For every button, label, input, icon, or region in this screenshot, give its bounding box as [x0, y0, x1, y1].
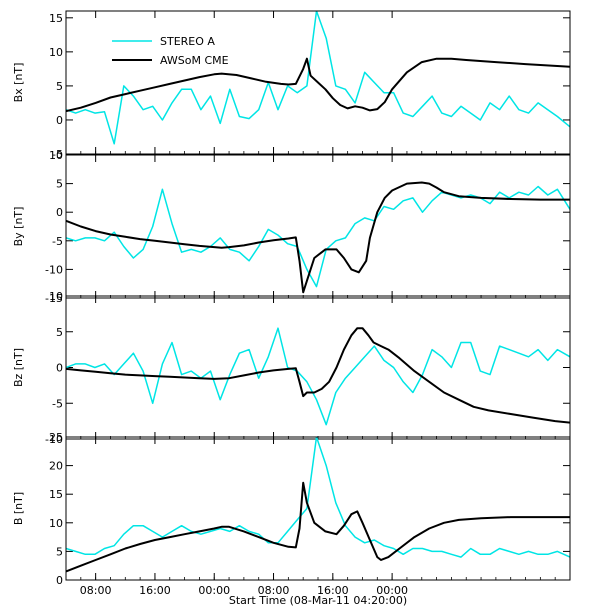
y-tick-label: 20	[49, 460, 63, 473]
plot-frame	[65, 10, 571, 155]
y-tick-label: -5	[52, 148, 63, 161]
legend-label-awsom-cme: AWSoM CME	[160, 54, 229, 67]
y-tick-label: -10	[45, 263, 63, 276]
y-tick-label: -5	[52, 235, 63, 248]
y-tick-label: 0	[56, 114, 63, 127]
x-tick-label: 08:00	[80, 584, 112, 597]
y-tick-label: 10	[49, 46, 63, 59]
panel-3: 0 5 10 15 20 25 08:00 16:00 00:00 08:00 16:00 00:00…	[12, 431, 571, 597]
x-tick-label: 16:00	[139, 584, 171, 597]
plot-frame	[65, 154, 571, 299]
y-tick-label: 5	[56, 326, 63, 339]
y-axis-title: Bx [nT]	[12, 63, 25, 103]
series-line-awsom-cme	[66, 181, 570, 294]
series-line-stereo-a	[66, 185, 570, 288]
x-tick-label: 00:00	[376, 584, 408, 597]
y-tick-label: 0	[56, 206, 63, 219]
series-line-awsom-cme	[66, 481, 570, 573]
series-line-awsom-cme	[66, 327, 570, 424]
series-line-stereo-a	[66, 437, 570, 558]
plot-frame	[65, 436, 571, 581]
y-axis-title: Bz [nT]	[12, 348, 25, 387]
x-tick-label: 00:00	[198, 584, 230, 597]
x-tick-label: 08:00	[258, 584, 290, 597]
plot-frame	[65, 295, 571, 440]
y-tick-label: 25	[49, 431, 63, 444]
y-tick-label: 15	[49, 488, 63, 501]
legend-label-stereo-a: STEREO A	[160, 35, 215, 48]
y-tick-label: -5	[52, 397, 63, 410]
y-tick-label: 5	[56, 545, 63, 558]
x-tick-label: 16:00	[317, 584, 349, 597]
panel-1: -15 -10 -5 0 5 10 By [nT]	[12, 149, 571, 305]
legend: STEREO A AWSoM CME	[112, 35, 229, 67]
y-tick-label: 10	[49, 290, 63, 303]
panel-0: -5 0 5 10 15 Bx [nT]	[12, 10, 571, 161]
y-tick-label: -15	[45, 292, 63, 305]
y-axis-title: By [nT]	[12, 207, 25, 247]
y-tick-label: 0	[56, 574, 63, 587]
y-tick-label: 10	[49, 149, 63, 162]
y-tick-label: 15	[49, 12, 63, 25]
panel-2: -10 -5 0 5 10 Bz [nT]	[12, 290, 571, 446]
y-tick-label: 10	[49, 517, 63, 530]
y-axis-title: B [nT]	[12, 492, 25, 525]
y-tick-label: 5	[56, 178, 63, 191]
y-tick-label: 0	[56, 362, 63, 375]
y-tick-label: -10	[45, 433, 63, 446]
series-line-awsom-cme	[66, 57, 570, 113]
y-tick-label: 5	[56, 80, 63, 93]
series-line-stereo-a	[66, 11, 570, 145]
x-axis-title: Start Time (08-Mar-11 04:20:00)	[229, 594, 407, 607]
series-line-stereo-a	[66, 327, 570, 426]
